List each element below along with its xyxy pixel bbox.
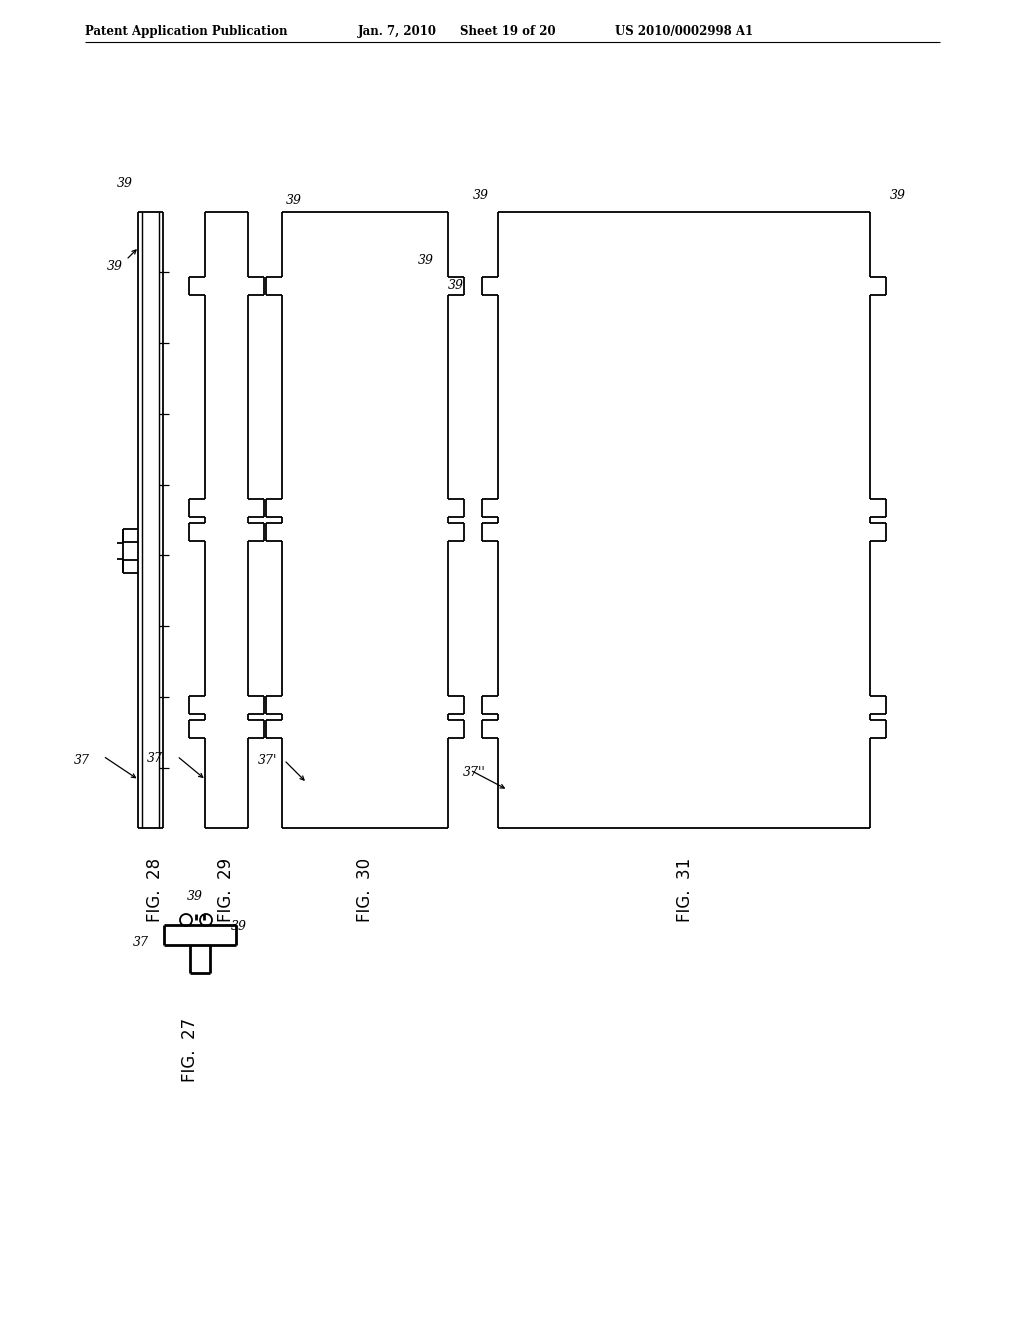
- Text: 39: 39: [449, 279, 464, 292]
- Text: 37: 37: [74, 754, 90, 767]
- Text: 39: 39: [473, 189, 489, 202]
- Text: FIG.  31: FIG. 31: [676, 858, 694, 923]
- Text: FIG.  29: FIG. 29: [217, 858, 234, 923]
- Text: FIG.  27: FIG. 27: [181, 1018, 199, 1082]
- Text: 39: 39: [117, 177, 133, 190]
- Text: 39: 39: [286, 194, 302, 207]
- Text: FIG.  30: FIG. 30: [356, 858, 374, 923]
- Text: 37: 37: [147, 751, 163, 764]
- Text: FIG.  28: FIG. 28: [146, 858, 164, 923]
- Text: 39: 39: [106, 260, 123, 273]
- Text: Sheet 19 of 20: Sheet 19 of 20: [460, 25, 556, 38]
- Text: Jan. 7, 2010: Jan. 7, 2010: [358, 25, 437, 38]
- Text: US 2010/0002998 A1: US 2010/0002998 A1: [615, 25, 753, 38]
- Text: 39: 39: [187, 890, 203, 903]
- Text: 37': 37': [258, 754, 278, 767]
- Text: 39: 39: [890, 189, 906, 202]
- Text: Patent Application Publication: Patent Application Publication: [85, 25, 288, 38]
- Text: 37'': 37'': [463, 767, 485, 780]
- Text: 39: 39: [231, 920, 247, 933]
- Text: 37: 37: [133, 936, 150, 949]
- Text: 39: 39: [418, 253, 434, 267]
